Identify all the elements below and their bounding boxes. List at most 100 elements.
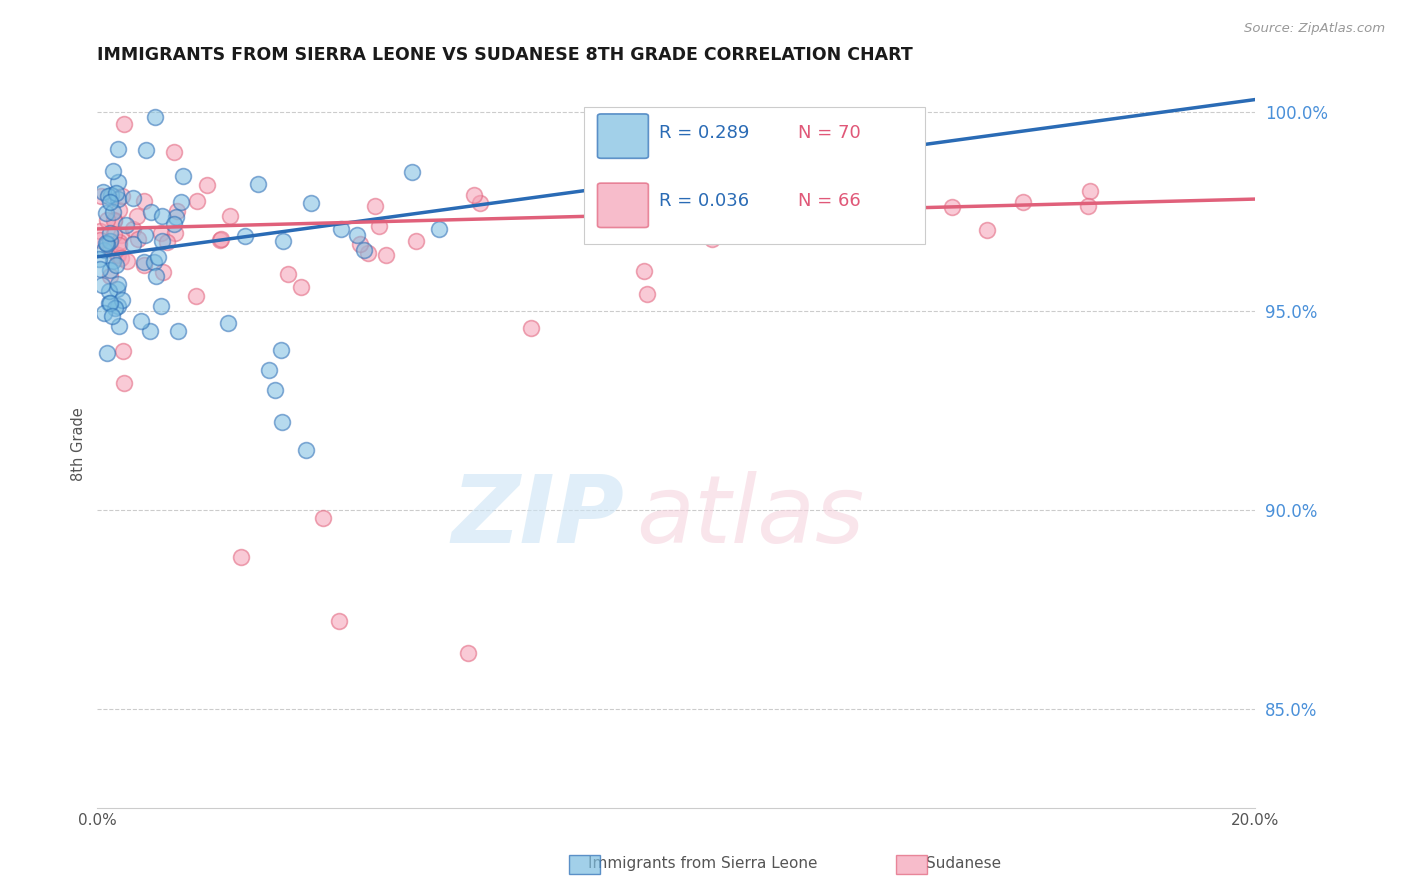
Point xyxy=(976,223,998,237)
Point xyxy=(186,194,208,208)
Point xyxy=(107,142,129,156)
Text: Source: ZipAtlas.com: Source: ZipAtlas.com xyxy=(1244,22,1385,36)
Point xyxy=(107,318,129,333)
Point xyxy=(104,258,127,272)
Point xyxy=(90,189,112,203)
Point xyxy=(166,203,188,218)
FancyBboxPatch shape xyxy=(583,107,925,244)
Point xyxy=(134,227,156,242)
Point xyxy=(103,213,125,227)
Point xyxy=(97,189,120,203)
Point xyxy=(152,234,174,248)
Point xyxy=(97,296,120,310)
Point xyxy=(633,264,655,278)
Point xyxy=(346,228,368,243)
Point xyxy=(135,143,157,157)
Point xyxy=(129,314,152,328)
Point xyxy=(149,226,172,240)
Point xyxy=(101,204,124,219)
Point xyxy=(156,235,179,249)
Point xyxy=(277,267,299,281)
Point xyxy=(271,234,294,248)
Point xyxy=(150,299,173,313)
Point xyxy=(110,228,132,243)
Point xyxy=(290,280,312,294)
Point xyxy=(520,320,543,334)
Point xyxy=(125,209,148,223)
Point xyxy=(91,278,114,293)
Point xyxy=(349,236,371,251)
FancyBboxPatch shape xyxy=(598,114,648,159)
Point xyxy=(105,282,128,296)
Point xyxy=(93,243,115,257)
Point xyxy=(96,346,118,360)
Point xyxy=(98,239,121,253)
Point xyxy=(941,200,963,214)
Point xyxy=(636,286,658,301)
Point xyxy=(100,309,122,323)
Point xyxy=(107,299,129,313)
Point xyxy=(94,235,117,250)
Point xyxy=(100,188,122,202)
Point xyxy=(104,301,127,315)
Point xyxy=(401,165,423,179)
Point xyxy=(104,186,127,201)
Y-axis label: 8th Grade: 8th Grade xyxy=(72,407,86,481)
Text: ZIP: ZIP xyxy=(451,471,624,563)
Point xyxy=(1012,195,1035,210)
Point xyxy=(364,199,387,213)
Point xyxy=(470,196,492,211)
Point xyxy=(107,248,129,262)
Point xyxy=(217,316,239,330)
Point xyxy=(143,110,166,124)
Point xyxy=(150,209,173,223)
Point xyxy=(463,188,485,202)
Point xyxy=(134,254,156,268)
Point xyxy=(132,194,155,209)
Point xyxy=(357,246,380,260)
Point xyxy=(368,219,391,234)
Point xyxy=(114,218,136,232)
Point xyxy=(661,224,683,238)
Point xyxy=(257,363,280,377)
Point xyxy=(139,324,162,338)
Point xyxy=(247,177,270,191)
Point xyxy=(98,268,121,283)
Point xyxy=(209,232,232,246)
Point xyxy=(163,217,186,231)
Point xyxy=(329,222,352,236)
Point xyxy=(112,344,135,359)
Point xyxy=(405,235,427,249)
Point xyxy=(107,277,129,291)
Point xyxy=(103,212,125,227)
Point xyxy=(107,193,129,207)
Point xyxy=(105,248,128,262)
Point xyxy=(143,255,166,269)
Point xyxy=(299,196,322,211)
Point xyxy=(270,415,292,429)
Point xyxy=(96,236,118,251)
Point xyxy=(429,222,451,236)
Point xyxy=(98,263,121,277)
Point xyxy=(98,226,121,240)
Point xyxy=(195,178,218,193)
Point xyxy=(231,550,253,565)
Point xyxy=(108,203,131,218)
Text: IMMIGRANTS FROM SIERRA LEONE VS SUDANESE 8TH GRADE CORRELATION CHART: IMMIGRANTS FROM SIERRA LEONE VS SUDANESE… xyxy=(97,46,912,64)
Point xyxy=(219,209,242,223)
Point xyxy=(353,243,375,257)
Point xyxy=(163,145,186,159)
Point xyxy=(110,251,132,265)
Point xyxy=(165,226,187,240)
Point xyxy=(98,194,121,209)
Text: atlas: atlas xyxy=(636,471,863,562)
Point xyxy=(664,204,686,219)
Point xyxy=(172,169,194,183)
Point xyxy=(112,117,135,131)
Point xyxy=(208,233,231,247)
Point xyxy=(108,238,131,252)
Point xyxy=(295,442,318,457)
Point xyxy=(122,237,145,252)
Point xyxy=(134,258,156,272)
Text: N = 70: N = 70 xyxy=(797,124,860,142)
